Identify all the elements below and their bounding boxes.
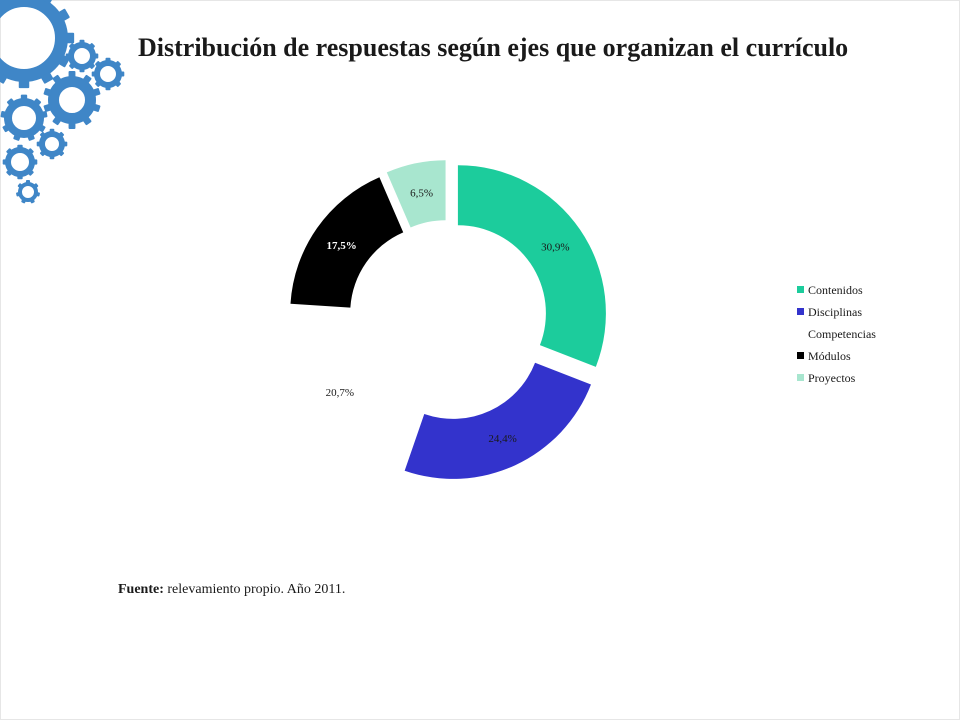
source-text: relevamiento propio. Año 2011. <box>163 582 346 597</box>
gear-shape <box>91 57 125 91</box>
doughnut-slice-contenidos <box>457 165 606 367</box>
legend-swatch <box>797 330 804 337</box>
gear-shape <box>0 94 48 141</box>
slide-title: Distribución de respuestas según ejes qu… <box>138 33 849 62</box>
legend-swatch <box>797 374 804 381</box>
gear-shape <box>16 180 40 204</box>
doughnut-slice-proyectos <box>386 160 446 228</box>
doughnut-slice-modulos <box>290 177 404 308</box>
legend-swatch <box>797 308 804 315</box>
gear-shape <box>2 144 38 180</box>
legend-swatch <box>797 286 804 293</box>
data-label: 20,7% <box>326 387 354 399</box>
legend-entry: Módulos <box>808 349 851 363</box>
gear-shape <box>43 70 101 130</box>
doughnut-slice-disciplinas <box>404 362 591 479</box>
legend-entry: Proyectos <box>808 371 856 385</box>
legend-entry: Competencias <box>808 327 876 341</box>
source-label: Fuente: <box>118 582 164 597</box>
gear-shape <box>65 39 99 73</box>
legend-swatch <box>797 352 804 359</box>
gears-icon <box>0 0 125 204</box>
data-label: 24,4% <box>488 433 516 445</box>
data-label: 17,5% <box>327 240 357 252</box>
data-label: 30,9% <box>541 242 569 254</box>
doughnut-slice-competencias <box>290 317 410 467</box>
gear-shape <box>0 0 75 89</box>
source-note: Fuente: relevamiento propio. Año 2011. <box>118 582 345 598</box>
legend-entry: Disciplinas <box>808 305 862 319</box>
data-label: 6,5% <box>410 188 433 200</box>
gear-shape <box>36 128 68 160</box>
legend-entry: Contenidos <box>808 283 863 297</box>
